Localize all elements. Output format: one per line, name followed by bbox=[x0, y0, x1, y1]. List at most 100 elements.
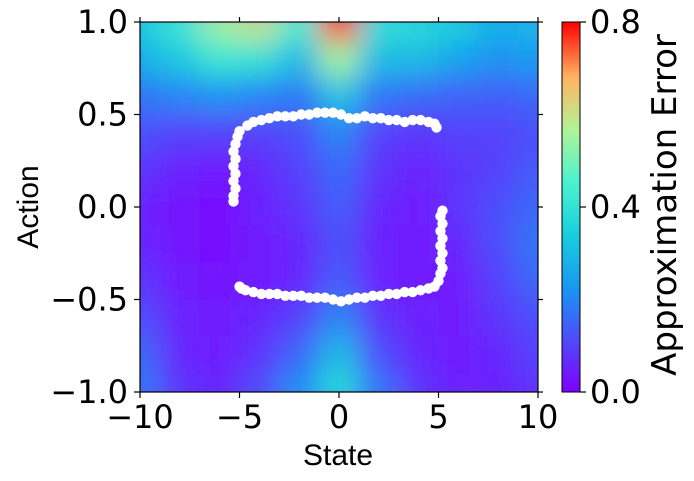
heatmap-cell bbox=[398, 188, 439, 226]
heatmap-cell bbox=[358, 299, 399, 337]
data-point bbox=[335, 296, 347, 307]
heatmap-cell bbox=[358, 151, 399, 189]
data-point bbox=[295, 109, 307, 120]
heatmap-cell bbox=[239, 336, 280, 374]
heatmap-cell bbox=[279, 225, 320, 263]
heatmap-cell bbox=[438, 77, 479, 115]
data-point bbox=[383, 288, 394, 300]
data-point bbox=[311, 107, 323, 118]
heatmap-cell bbox=[478, 40, 519, 78]
data-point bbox=[264, 113, 275, 124]
heatmap-cell bbox=[239, 225, 280, 263]
heatmap-cell bbox=[199, 40, 240, 78]
heatmap-cell bbox=[159, 262, 200, 300]
data-point bbox=[351, 292, 363, 303]
heatmap-cell bbox=[140, 225, 160, 263]
data-point bbox=[431, 122, 442, 133]
heatmap-cell bbox=[140, 151, 160, 189]
data-point bbox=[234, 281, 245, 292]
y-tick-label: 0.0 bbox=[77, 188, 128, 226]
data-point bbox=[423, 283, 434, 294]
heatmap-cell bbox=[159, 373, 200, 392]
heatmap-cell bbox=[279, 22, 320, 41]
heatmap-cell bbox=[398, 373, 439, 392]
data-point bbox=[367, 290, 379, 301]
heatmap-cell bbox=[518, 22, 538, 41]
data-point bbox=[375, 113, 386, 124]
colorbar-tick-label: 0.8 bbox=[590, 3, 641, 41]
heatmap-cell bbox=[239, 77, 280, 115]
heatmap-cell bbox=[279, 373, 320, 392]
heatmap-cell bbox=[159, 299, 200, 337]
heatmap-cell bbox=[438, 40, 479, 78]
heatmap-cell bbox=[358, 188, 399, 226]
heatmap-cell bbox=[140, 373, 160, 392]
heatmap-cell bbox=[319, 225, 359, 263]
heatmap-cell bbox=[140, 77, 160, 115]
heatmap-cell bbox=[279, 188, 320, 226]
data-point bbox=[327, 294, 339, 305]
heatmap-cells bbox=[140, 22, 538, 392]
heatmap-cell bbox=[358, 22, 399, 41]
heatmap-cell bbox=[140, 188, 160, 226]
heatmap-cell bbox=[239, 299, 280, 337]
heatmap-cell bbox=[438, 336, 479, 374]
data-point bbox=[359, 111, 371, 122]
heatmap-cell bbox=[279, 299, 320, 337]
data-point bbox=[415, 114, 426, 126]
heatmap-cell bbox=[159, 151, 200, 189]
heatmap-cell bbox=[438, 299, 479, 337]
heatmap-cell bbox=[159, 22, 200, 41]
heatmap-cell bbox=[159, 114, 200, 152]
heatmap-cell bbox=[279, 151, 320, 189]
x-tick-label: −5 bbox=[216, 398, 263, 436]
data-point bbox=[288, 111, 299, 122]
data-point bbox=[375, 290, 386, 301]
y-axis-title: Action bbox=[12, 165, 45, 248]
heatmap-cell bbox=[279, 40, 320, 78]
heatmap-cell bbox=[518, 336, 538, 374]
y-axis: 1.0 0.5 0.0 −0.5 −1.0 bbox=[50, 3, 543, 411]
y-tick-label: 0.5 bbox=[77, 96, 128, 134]
heatmap-cell bbox=[279, 336, 320, 374]
heatmap-cell bbox=[518, 151, 538, 189]
heatmap-cell bbox=[279, 77, 320, 115]
data-point bbox=[343, 113, 355, 124]
heatmap-cell bbox=[438, 22, 479, 41]
data-point bbox=[399, 286, 410, 298]
heatmap-cell bbox=[159, 336, 200, 374]
x-tick-label: 5 bbox=[428, 398, 448, 436]
heatmap-cell bbox=[319, 22, 359, 41]
data-point bbox=[319, 107, 331, 118]
data-point bbox=[234, 125, 245, 137]
heatmap-cell bbox=[140, 114, 160, 152]
heatmap-cell bbox=[319, 336, 359, 374]
heatmap-cell bbox=[358, 77, 399, 115]
heatmap-cell bbox=[319, 40, 359, 78]
data-point bbox=[280, 290, 291, 301]
heatmap-cell bbox=[140, 299, 160, 337]
data-point bbox=[248, 286, 259, 298]
data-point bbox=[311, 292, 323, 303]
heatmap-cell bbox=[478, 151, 519, 189]
heatmap-cell bbox=[438, 151, 479, 189]
data-points bbox=[228, 107, 448, 307]
heatmap-cell bbox=[358, 373, 399, 392]
heatmap-cell bbox=[478, 77, 519, 115]
colorbar-tick-label: 0.4 bbox=[590, 188, 641, 226]
heatmap-cell bbox=[518, 77, 538, 115]
colorbar bbox=[562, 22, 580, 392]
heatmap-cell bbox=[159, 225, 200, 263]
heatmap-cell bbox=[478, 299, 519, 337]
heatmap-cell bbox=[518, 114, 538, 152]
heatmap-cell bbox=[239, 373, 280, 392]
heatmap-cell bbox=[478, 188, 519, 226]
heatmap-cell bbox=[140, 22, 160, 41]
data-point bbox=[303, 109, 315, 120]
data-point bbox=[272, 111, 283, 122]
heatmap-cell bbox=[518, 188, 538, 226]
data-point bbox=[359, 292, 371, 303]
heatmap-cell bbox=[398, 22, 439, 41]
heatmap-cell bbox=[159, 77, 200, 115]
heatmap-cell bbox=[140, 262, 160, 300]
